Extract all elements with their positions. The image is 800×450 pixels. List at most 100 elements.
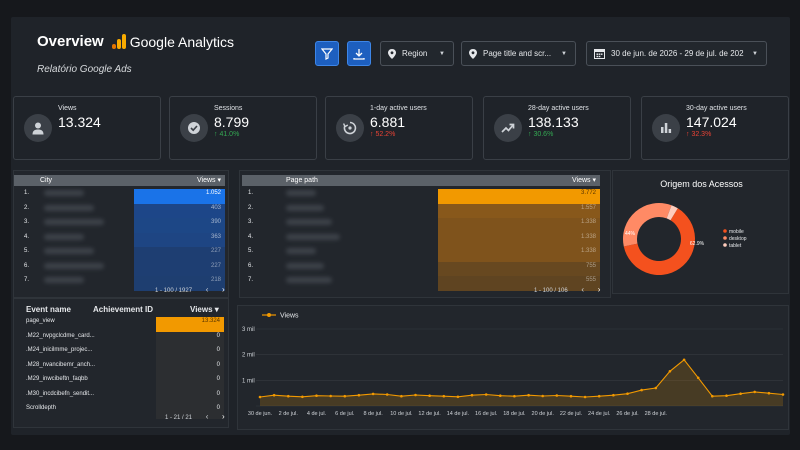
data-point[interactable] xyxy=(442,394,446,398)
data-point[interactable] xyxy=(711,394,714,398)
data-point[interactable] xyxy=(696,376,700,380)
next-page-icon[interactable]: › xyxy=(597,285,601,294)
row-number: 1. xyxy=(24,190,30,196)
x-tick-label: 28 de jul. xyxy=(645,411,668,417)
filter-reset-button[interactable] xyxy=(315,41,339,66)
data-point[interactable] xyxy=(597,394,601,398)
column-header-page-path[interactable]: Page path xyxy=(286,177,318,184)
page-path-redacted xyxy=(286,190,316,196)
chevron-down-icon: ▼ xyxy=(752,51,758,57)
date-range-picker[interactable]: 30 de jun. de 2026 - 29 de jul. de 202 ▼ xyxy=(586,41,767,66)
data-point[interactable] xyxy=(612,393,615,397)
data-point[interactable] xyxy=(555,394,559,397)
page-path-redacted xyxy=(286,277,332,283)
data-point[interactable] xyxy=(668,370,672,373)
legend-entry-mobile[interactable]: mobile xyxy=(729,229,744,235)
page-title-filter[interactable]: Page title and scr... ▼ xyxy=(461,41,576,66)
views-cell: 403 xyxy=(134,203,225,218)
column-header-views[interactable]: Views ▾ xyxy=(190,305,219,314)
donut-slice-desktop[interactable] xyxy=(623,203,672,247)
x-tick-label: 16 de jul. xyxy=(475,411,498,417)
data-point[interactable] xyxy=(400,394,403,398)
legend-entry-desktop[interactable]: desktop xyxy=(729,236,747,242)
data-point[interactable] xyxy=(414,393,417,397)
x-tick-label: 30 de jun. xyxy=(248,411,273,417)
column-header-event-name[interactable]: Event name xyxy=(26,305,71,314)
legend-swatch xyxy=(723,236,727,240)
city-name-redacted xyxy=(44,248,94,254)
data-point[interactable] xyxy=(343,394,347,398)
data-point[interactable] xyxy=(315,394,318,397)
data-point[interactable] xyxy=(499,394,502,397)
data-point[interactable] xyxy=(357,393,361,397)
row-number: 1. xyxy=(248,190,254,196)
chevron-down-icon: ▼ xyxy=(561,51,567,57)
prev-page-icon[interactable]: ‹ xyxy=(205,285,209,294)
views-cell: 0 xyxy=(156,389,224,404)
views-cell: 13.324 xyxy=(156,317,224,332)
data-point[interactable] xyxy=(385,393,389,396)
date-range-label: 30 de jun. de 2026 - 29 de jul. de 202 xyxy=(611,49,744,58)
location-pin-icon xyxy=(388,48,396,59)
data-point[interactable] xyxy=(428,394,431,397)
views-cell: 555 xyxy=(438,276,600,291)
legend-entry-tablet[interactable]: tablet xyxy=(729,243,742,249)
city-name-redacted xyxy=(44,204,94,211)
data-point[interactable] xyxy=(640,388,643,392)
data-point[interactable] xyxy=(527,393,530,397)
pager-range: 1 - 100 / 106 xyxy=(534,288,568,294)
column-header-city[interactable]: City xyxy=(40,177,53,184)
download-button[interactable] xyxy=(347,41,371,66)
data-point[interactable] xyxy=(470,393,474,397)
page-path-redacted xyxy=(286,219,332,225)
data-point[interactable] xyxy=(753,390,756,394)
data-point[interactable] xyxy=(767,391,771,395)
data-point[interactable] xyxy=(329,394,332,398)
data-point[interactable] xyxy=(258,395,262,399)
data-point[interactable] xyxy=(583,395,587,399)
x-tick-label: 26 de jul. xyxy=(616,411,639,417)
views-cell: 1.338 xyxy=(438,232,600,247)
data-point[interactable] xyxy=(569,394,573,398)
data-point[interactable] xyxy=(654,386,658,390)
data-point[interactable] xyxy=(626,392,629,395)
data-point[interactable] xyxy=(682,358,686,362)
data-point[interactable] xyxy=(287,394,290,398)
donut-slice-tablet[interactable] xyxy=(666,205,678,221)
views-area xyxy=(260,359,783,406)
data-point[interactable] xyxy=(725,394,728,397)
column-header-views[interactable]: Views ▾ xyxy=(196,177,221,184)
prev-page-icon[interactable]: ‹ xyxy=(581,285,585,294)
data-point[interactable] xyxy=(781,393,785,396)
kpi-label: Views xyxy=(58,105,77,112)
x-tick-label: 8 de jul. xyxy=(363,411,383,417)
views-cell: 3.772 xyxy=(438,189,600,204)
next-page-icon[interactable]: › xyxy=(222,412,225,421)
legend-swatch xyxy=(723,229,727,233)
title-row: Overview Google Analytics xyxy=(37,33,234,50)
kpi-value: 6.881 xyxy=(370,114,406,130)
data-point[interactable] xyxy=(541,394,544,398)
data-point[interactable] xyxy=(484,393,488,396)
column-header-views[interactable]: Views ▾ xyxy=(571,177,596,184)
download-icon xyxy=(353,48,365,60)
donut-slice-mobile[interactable] xyxy=(623,208,695,275)
region-filter[interactable]: Region ▼ xyxy=(380,41,454,66)
donut-title: Origem dos Acessos xyxy=(660,179,743,189)
data-point[interactable] xyxy=(371,392,375,396)
data-point[interactable] xyxy=(272,393,276,397)
data-point[interactable] xyxy=(739,392,742,395)
data-point[interactable] xyxy=(513,394,516,398)
region-filter-label: Region xyxy=(402,49,428,58)
kpi-1-day-active-users: 1-day active users 6.881 ↑ 52.2% xyxy=(325,96,473,160)
legend-entry-views[interactable]: Views xyxy=(280,313,299,320)
data-point[interactable] xyxy=(456,395,460,399)
kpi-change: ↑ 30.6% xyxy=(528,131,554,138)
page-title: Overview xyxy=(37,33,104,50)
next-page-icon[interactable]: › xyxy=(222,285,225,294)
prev-page-icon[interactable]: ‹ xyxy=(205,412,209,421)
data-point[interactable] xyxy=(301,395,304,399)
column-header-achievement-id[interactable]: Achievement ID xyxy=(93,305,154,314)
views-cell: 0 xyxy=(156,360,224,375)
x-tick-label: 4 de jul. xyxy=(307,411,327,417)
